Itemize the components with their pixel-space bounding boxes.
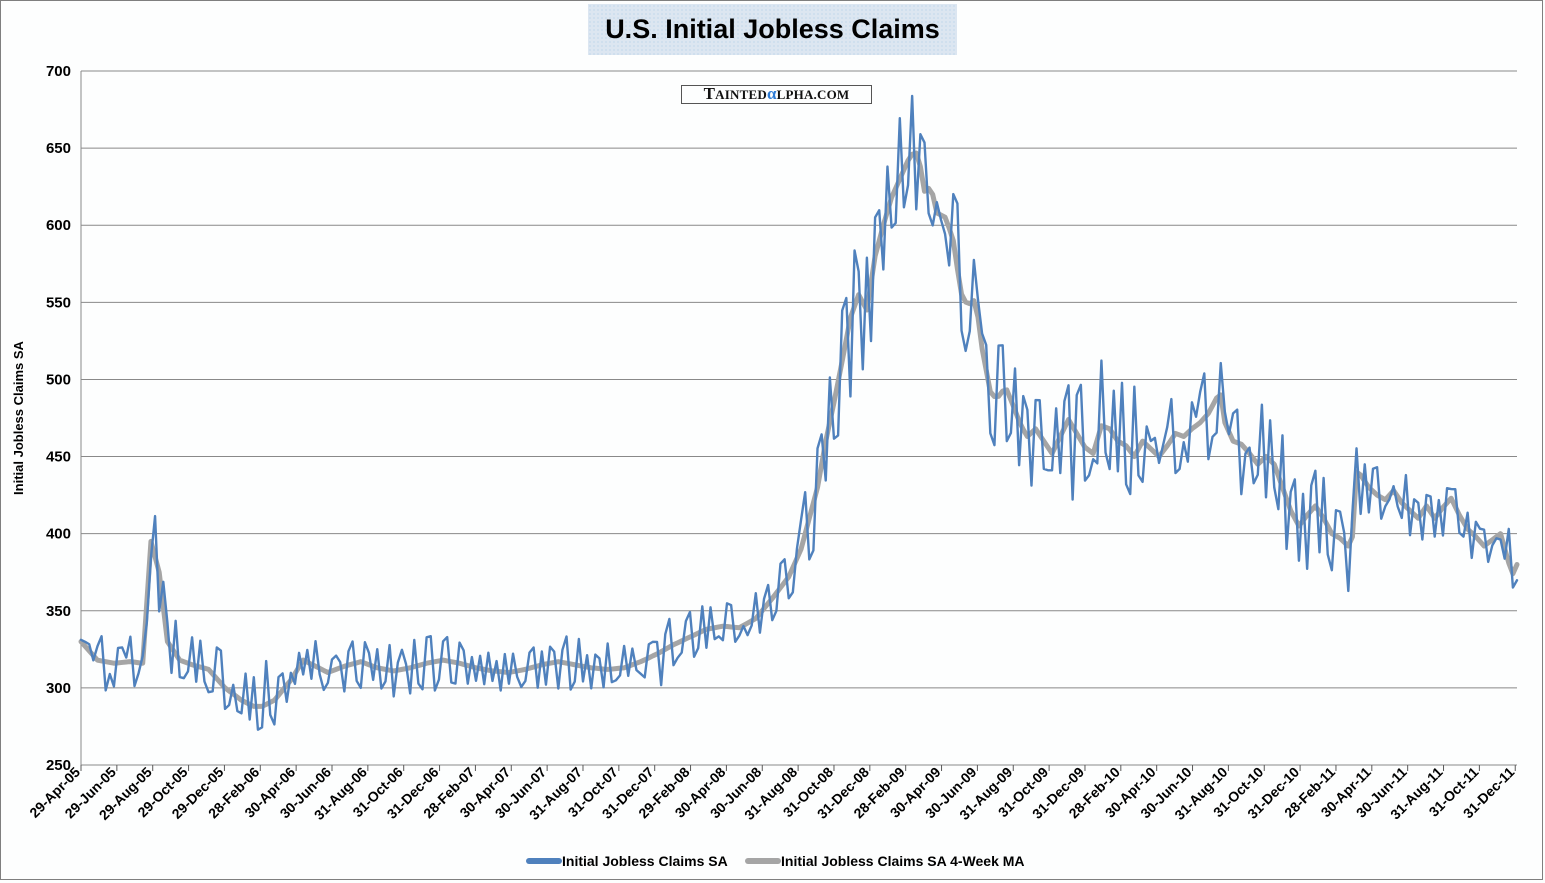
svg-text:300: 300 [46, 680, 71, 697]
svg-text:650: 650 [46, 140, 71, 157]
svg-text:600: 600 [46, 217, 71, 234]
svg-text:550: 550 [46, 294, 71, 311]
svg-text:350: 350 [46, 603, 71, 620]
svg-text:Initial Jobless Claims SA 4-We: Initial Jobless Claims SA 4-Week MA [781, 853, 1025, 869]
svg-text:400: 400 [46, 526, 71, 543]
svg-text:700: 700 [46, 63, 71, 80]
svg-text:500: 500 [46, 371, 71, 388]
svg-text:Initial Jobless Claims SA: Initial Jobless Claims SA [562, 853, 728, 869]
svg-text:450: 450 [46, 449, 71, 466]
